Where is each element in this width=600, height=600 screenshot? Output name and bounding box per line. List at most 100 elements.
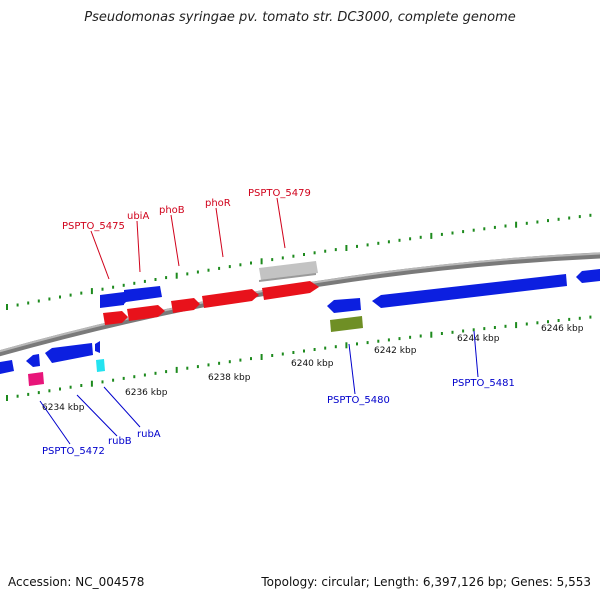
feature-cyan[interactable] [96,359,105,372]
minor-tick [419,334,422,338]
label-ubiA[interactable]: ubiA [127,211,149,222]
leader-lines [39,197,479,445]
minor-tick [493,225,496,229]
minor-tick [292,351,295,354]
minor-tick [398,238,401,242]
minor-tick [101,287,104,291]
minor-tick [483,327,486,331]
minor-tick [525,221,528,225]
minor-tick [69,385,72,389]
minor-tick [48,389,51,393]
minor-tick [334,345,337,349]
minor-tick [59,295,61,299]
minor-tick [207,268,210,272]
gene-reverse-blue-6[interactable] [372,274,567,308]
minor-tick [557,319,560,322]
minor-tick [387,338,390,342]
minor-tick [154,371,157,375]
major-tick [430,331,433,338]
label-PSPTO_5481[interactable]: PSPTO_5481 [452,378,515,389]
minor-tick [462,230,465,234]
major-tick [90,288,93,295]
major-tick [260,258,263,265]
minor-tick [557,217,560,221]
minor-tick [271,354,274,357]
gene-reverse-blue-1[interactable] [0,360,14,374]
minor-tick [239,263,242,267]
label-rubA[interactable]: rubA [137,429,161,440]
minor-tick [356,244,358,248]
minor-tick [143,373,146,377]
gene-forward-red-3[interactable] [171,298,200,313]
tick-label-6244: 6244 kbp [457,334,500,344]
minor-tick [536,220,539,224]
tick-label-6246: 6246 kbp [541,324,584,334]
accession-text: Accession: NC_004578 [8,575,145,589]
minor-tick [504,224,507,228]
minor-tick [303,253,305,256]
label-PSPTO_5472[interactable]: PSPTO_5472 [42,446,105,457]
minor-tick [101,380,104,384]
tick-label-6240: 6240 kbp [291,359,334,369]
gene-reverse-blue-2[interactable] [26,354,40,367]
minor-tick [250,261,252,265]
minor-tick [16,303,19,307]
minor-tick [196,270,199,274]
minor-tick [228,265,231,269]
minor-tick [207,363,210,367]
minor-tick [186,272,189,276]
label-rubB[interactable]: rubB [108,436,132,447]
gene-reverse-blue-5[interactable] [327,298,361,313]
minor-tick [377,339,380,343]
minor-tick [112,285,115,289]
minor-tick [324,346,327,350]
major-tick [6,395,8,401]
label-PSPTO_5480[interactable]: PSPTO_5480 [327,395,390,406]
gene-forward-blue-1[interactable] [100,292,124,308]
major-tick [260,354,263,360]
label-PSPTO_5475[interactable]: PSPTO_5475 [62,221,125,232]
minor-tick [568,317,571,321]
tick-label-6242: 6242 kbp [374,346,417,356]
genome-summary: Topology: circular; Length: 6,397,126 bp… [261,575,591,589]
minor-tick [589,213,592,217]
minor-tick [462,329,465,333]
minor-tick [16,394,19,398]
major-tick [515,221,518,228]
gene-forward-red-5[interactable] [262,281,319,300]
gene-reverse-blue-4[interactable] [95,341,100,353]
minor-tick [27,301,30,305]
minor-tick [196,365,199,369]
minor-tick [165,370,168,374]
feature-magenta[interactable] [28,372,44,386]
minor-tick [547,320,549,324]
gene-forward-red-1[interactable] [103,311,128,325]
minor-tick [419,235,422,239]
gene-forward-red-2[interactable] [127,305,165,321]
gene-reverse-blue-7[interactable] [576,269,600,283]
minor-tick [366,341,369,345]
minor-tick [547,219,549,223]
label-PSPTO_5479[interactable]: PSPTO_5479 [248,188,311,199]
minor-tick [271,258,274,262]
tick-track-top [6,213,592,310]
tick-label-6238: 6238 kbp [208,373,251,383]
minor-tick [186,366,189,370]
minor-tick [154,278,157,281]
feature-olive[interactable] [330,316,363,332]
gene-forward-red-4[interactable] [202,289,259,308]
map-title: Pseudomonas syringae pv. tomato str. DC3… [84,10,516,25]
gene-forward-blue-2[interactable] [124,286,162,304]
feature-grey[interactable] [259,261,318,280]
tick-track-bottom [6,315,592,401]
label-phoR[interactable]: phoR [205,198,231,209]
tick-label-6234: 6234 kbp [42,403,85,413]
forward-genes [100,261,319,325]
minor-tick [366,243,369,247]
minor-tick [440,332,443,335]
minor-tick [218,266,221,270]
minor-tick [239,358,242,362]
minor-tick [281,352,284,356]
label-phoB[interactable]: phoB [159,205,185,216]
gene-reverse-blue-3[interactable] [45,343,93,363]
